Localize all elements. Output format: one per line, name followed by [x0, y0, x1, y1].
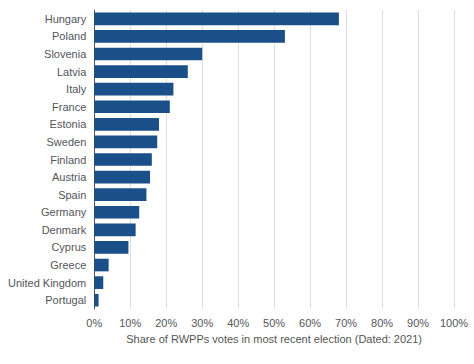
svg-text:Denmark: Denmark [42, 224, 87, 236]
svg-text:Slovenia: Slovenia [44, 48, 87, 60]
svg-text:70%: 70% [335, 317, 357, 329]
svg-text:Latvia: Latvia [57, 66, 87, 78]
svg-text:Greece: Greece [50, 259, 86, 271]
svg-text:Spain: Spain [58, 189, 86, 201]
svg-text:Portugal: Portugal [45, 294, 86, 306]
svg-text:Sweden: Sweden [47, 136, 87, 148]
svg-text:Estonia: Estonia [50, 118, 88, 130]
svg-text:Austria: Austria [52, 171, 87, 183]
svg-text:Germany: Germany [41, 206, 87, 218]
svg-text:France: France [52, 101, 86, 113]
svg-text:Hungary: Hungary [45, 13, 87, 25]
svg-text:20%: 20% [155, 317, 177, 329]
svg-text:10%: 10% [119, 317, 141, 329]
svg-text:Finland: Finland [50, 154, 86, 166]
svg-text:100%: 100% [440, 317, 468, 329]
svg-text:50%: 50% [263, 317, 285, 329]
svg-text:40%: 40% [227, 317, 249, 329]
svg-text:0%: 0% [86, 317, 102, 329]
svg-text:Share of RWPPs votes in most r: Share of RWPPs votes in most recent elec… [126, 333, 422, 345]
svg-text:90%: 90% [407, 317, 429, 329]
svg-text:Italy: Italy [66, 83, 87, 95]
svg-text:Poland: Poland [52, 30, 86, 42]
svg-text:80%: 80% [371, 317, 393, 329]
svg-text:Cyprus: Cyprus [51, 241, 86, 253]
svg-text:United Kingdom: United Kingdom [8, 277, 86, 289]
svg-text:30%: 30% [191, 317, 213, 329]
svg-text:60%: 60% [299, 317, 321, 329]
